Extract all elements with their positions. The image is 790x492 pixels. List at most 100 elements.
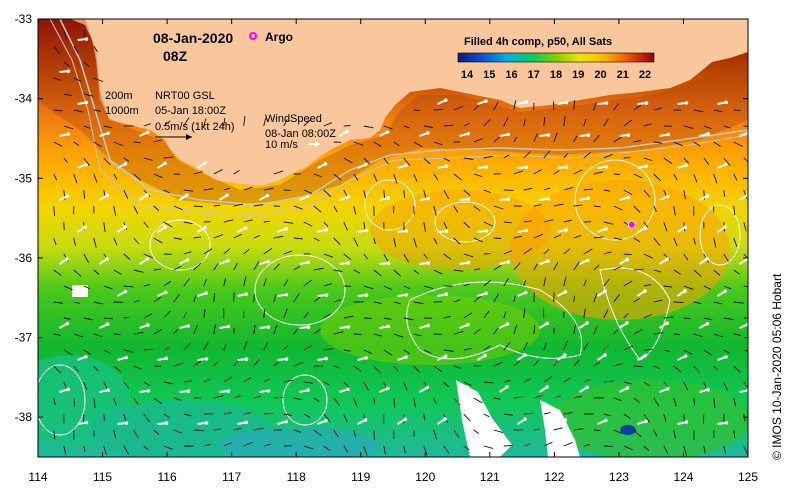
current-vector xyxy=(413,429,415,437)
wind-vector-head xyxy=(523,353,527,357)
current-vector xyxy=(93,237,97,248)
wind-vector-head xyxy=(385,386,390,391)
current-vector xyxy=(633,397,641,404)
current-vector xyxy=(723,189,726,197)
depth-label-200m: 200m xyxy=(105,90,133,102)
current-vector xyxy=(373,301,383,304)
current-vector xyxy=(353,141,364,146)
current-vector xyxy=(403,189,406,198)
wind-vector-head xyxy=(163,225,167,229)
current-vector xyxy=(143,123,151,127)
current-vector xyxy=(433,173,439,181)
current-vector xyxy=(483,413,490,418)
current-vector xyxy=(563,276,567,287)
wind-vector-head xyxy=(585,258,590,263)
current-vector xyxy=(423,445,428,456)
current-vector xyxy=(283,221,294,224)
current-vector xyxy=(473,295,482,303)
current-vector xyxy=(53,333,62,336)
current-vector xyxy=(383,349,393,356)
current-vector xyxy=(633,205,641,213)
wind-vector-head xyxy=(764,162,768,166)
current-vector xyxy=(653,365,661,370)
wind-vector-head xyxy=(105,257,109,261)
current-vector xyxy=(123,157,130,162)
current-vector xyxy=(233,394,242,399)
current-vector xyxy=(363,189,367,199)
wind-vector-head xyxy=(684,163,688,167)
current-vector xyxy=(523,443,530,447)
wind-vector-head xyxy=(425,385,430,390)
current-vector xyxy=(223,442,232,447)
wind-vector-head xyxy=(764,290,768,294)
current-vector xyxy=(703,349,713,356)
wind-vector-head xyxy=(426,196,431,201)
current-vector xyxy=(583,342,589,351)
current-vector xyxy=(453,237,461,245)
current-vector xyxy=(233,327,235,335)
current-vector xyxy=(543,248,550,255)
wind-vector-head xyxy=(324,293,329,297)
current-vector xyxy=(543,412,551,415)
current-vector xyxy=(383,317,392,320)
current-vector xyxy=(373,333,382,337)
wind-title: WindSpeed xyxy=(265,113,322,125)
current-vector xyxy=(633,140,641,143)
current-vector xyxy=(383,381,387,389)
current-vector xyxy=(243,248,250,255)
current-vector xyxy=(243,412,252,415)
current-vector xyxy=(373,397,376,405)
current-vector xyxy=(203,118,207,127)
current-vector xyxy=(573,169,583,175)
wind-vector-head xyxy=(524,165,529,169)
current-vector xyxy=(613,173,620,175)
wind-vector-head xyxy=(346,261,351,265)
current-vector xyxy=(513,235,523,239)
current-vector xyxy=(193,262,202,271)
current-vector xyxy=(393,269,401,277)
current-vector xyxy=(183,277,191,287)
wind-vector-head xyxy=(723,162,728,167)
wind-vector-head xyxy=(284,357,289,361)
current-vector xyxy=(593,264,600,271)
current-vector xyxy=(423,221,427,232)
wind-vector-head xyxy=(426,323,430,328)
current-vector xyxy=(563,441,573,447)
current-vector xyxy=(93,397,96,408)
current-vector xyxy=(143,381,151,387)
wind-vector-head xyxy=(723,225,727,229)
wind-vector-head xyxy=(603,289,607,294)
current-vector xyxy=(743,445,748,456)
current-vector xyxy=(643,313,653,319)
current-vector xyxy=(303,445,314,450)
wind-vector-head xyxy=(666,194,670,199)
current-vector xyxy=(53,301,63,304)
current-vector xyxy=(553,427,563,431)
current-vector xyxy=(583,151,592,159)
current-vector xyxy=(113,333,121,336)
current-vector xyxy=(393,301,402,305)
current-vector xyxy=(263,187,274,191)
current-vector xyxy=(103,349,111,354)
current-vector xyxy=(173,429,183,434)
current-vector xyxy=(643,381,651,387)
current-vector xyxy=(563,412,573,415)
current-vector xyxy=(653,107,662,111)
current-vector xyxy=(543,342,547,351)
current-vector xyxy=(263,117,267,127)
wind-vector-head xyxy=(764,356,768,360)
current-vector xyxy=(173,265,182,271)
current-vector xyxy=(103,221,106,232)
wind-vector-head xyxy=(164,356,169,361)
current-vector xyxy=(303,345,312,351)
current-vector xyxy=(243,376,252,383)
current-vector xyxy=(343,381,351,390)
current-vector xyxy=(733,301,744,304)
wind-vector-head xyxy=(323,161,328,166)
current-vector xyxy=(733,269,741,275)
current-vector xyxy=(553,395,561,399)
current-vector xyxy=(513,100,517,111)
wind-vector-head xyxy=(66,387,70,392)
current-vector xyxy=(63,29,67,40)
current-vector xyxy=(633,365,643,368)
